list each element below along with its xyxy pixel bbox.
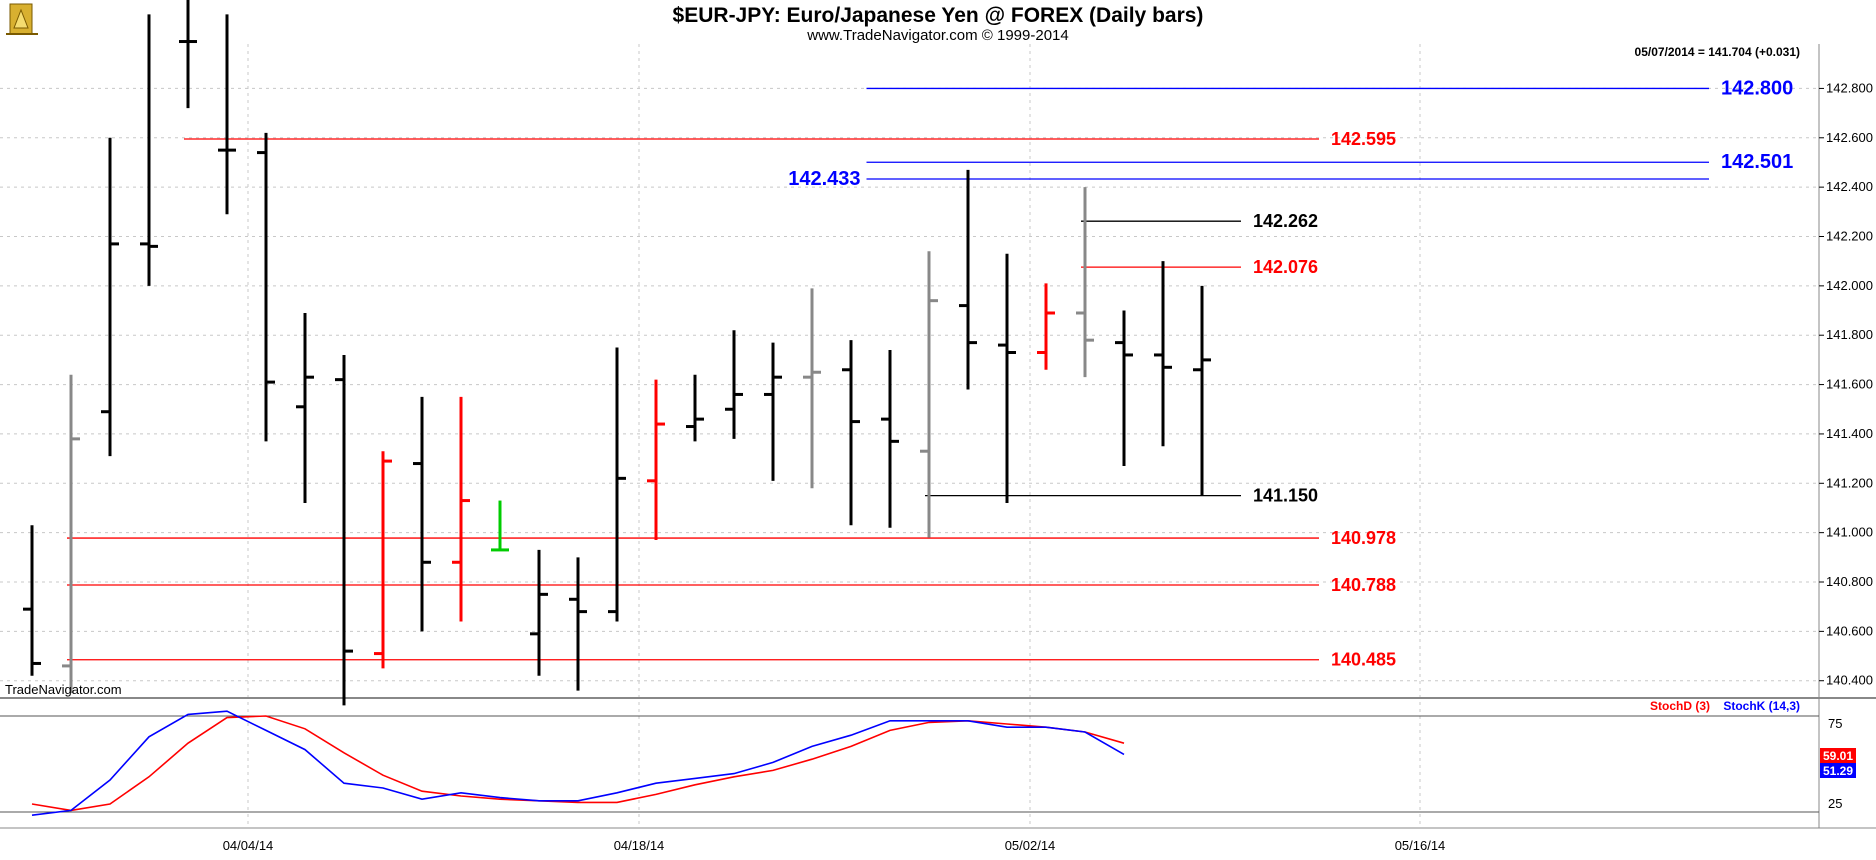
oscillator-panel-bg (0, 700, 1819, 828)
chart-subtitle: www.TradeNavigator.com © 1999-2014 (806, 27, 1068, 44)
ohlc-bar (1076, 187, 1094, 378)
y-tick-label: 142.000 (1826, 278, 1873, 293)
level-label: 142.800 (1721, 77, 1793, 99)
level-label: 141.150 (1253, 486, 1318, 506)
x-tick-label: 05/16/14 (1395, 838, 1446, 853)
ohlc-bar (101, 137, 119, 457)
y-tick-label: 140.400 (1826, 673, 1873, 688)
ohlc-bar (179, 0, 197, 109)
ohlc-bar (335, 354, 353, 706)
level-label: 140.978 (1331, 528, 1396, 548)
stoch-series-line (31, 715, 1125, 812)
logo-icon (6, 3, 38, 35)
stoch-k-last-value: 51.29 (1823, 764, 1853, 778)
ohlc-bars (23, 0, 1211, 706)
ohlc-bar (959, 169, 977, 390)
ohlc-bar (257, 132, 275, 442)
ohlc-bar (881, 350, 899, 528)
level-label: 142.501 (1721, 151, 1793, 173)
stoch-k-value-box (1820, 763, 1856, 778)
x-axis-ticks: 04/04/14 04/18/14 05/02/14 05/16/14 (223, 838, 1446, 853)
chart-title: $EUR-JPY: Euro/Japanese Yen @ FOREX (Dai… (673, 4, 1204, 27)
ohlc-bar (1193, 285, 1211, 496)
ohlc-bar (140, 14, 158, 286)
y-tick-label: 142.400 (1826, 179, 1873, 194)
x-tick-label: 05/02/14 (1005, 838, 1056, 853)
y-tick-label: 141.600 (1826, 377, 1873, 392)
ohlc-bar (374, 451, 392, 669)
ohlc-bar (842, 340, 860, 526)
y-tick-label: 141.000 (1826, 525, 1873, 540)
ohlc-bar (23, 525, 41, 676)
ohlc-bar (803, 288, 821, 489)
ohlc-bar (1154, 261, 1172, 447)
ohlc-bar (725, 330, 743, 439)
y-axis-ticks: 142.800 142.600 142.400 142.200 142.000 141.8… (1819, 80, 1873, 688)
ohlc-bar (62, 374, 80, 694)
ohlc-bar (920, 251, 938, 538)
ohlc-bar (569, 557, 587, 691)
ohlc-bar (1037, 283, 1055, 370)
ohlc-bar (491, 500, 509, 552)
y-tick-label: 140.600 (1826, 623, 1873, 638)
level-label: 142.595 (1331, 129, 1396, 149)
stoch-d-value-box (1820, 748, 1856, 763)
level-label: 142.262 (1253, 211, 1318, 231)
y-tick-label: 141.200 (1826, 475, 1873, 490)
last-quote-label: 05/07/2014 = 141.704 (+0.031) (1635, 45, 1800, 59)
y-tick-label: 142.600 (1826, 130, 1873, 145)
stoch-d-last-value: 59.01 (1823, 749, 1853, 763)
x-tick-label: 04/04/14 (223, 838, 274, 853)
ohlc-bar (1115, 310, 1133, 467)
level-label: 142.076 (1253, 257, 1318, 277)
stochastic-lines: 75 25 (0, 710, 1842, 816)
y-tick-label: 141.400 (1826, 426, 1873, 441)
ohlc-bar (452, 396, 470, 622)
ohlc-bar (686, 374, 704, 442)
stoch-series-line (31, 710, 1125, 816)
x-tick-label: 04/18/14 (614, 838, 665, 853)
y-tick-label: 140.800 (1826, 574, 1873, 589)
ohlc-bar (998, 253, 1016, 504)
ohlc-bar (608, 347, 626, 622)
level-label: 142.433 (788, 168, 860, 190)
ohlc-bar (413, 396, 431, 632)
ohlc-bar (530, 549, 548, 676)
level-label: 140.788 (1331, 575, 1396, 595)
ohlc-bar (764, 342, 782, 481)
legend-stoch-d: StochD (3) (1650, 699, 1710, 713)
ohlc-bar (296, 313, 314, 504)
y-tick-label: 142.200 (1826, 228, 1873, 243)
stoch-y-tick-label: 25 (1828, 796, 1842, 811)
price-panel-bg (0, 44, 1819, 699)
level-label: 140.485 (1331, 650, 1396, 670)
ohlc-bar (647, 379, 665, 541)
y-tick-label: 141.800 (1826, 327, 1873, 342)
watermark-text: TradeNavigator.com (5, 682, 122, 697)
level-lines: 142.800 142.595 142.501 142.433 142.262 142.0… (67, 77, 1793, 670)
legend-stoch-k: StochK (14,3) (1723, 699, 1800, 713)
y-tick-label: 142.800 (1826, 80, 1873, 95)
ohlc-bar (218, 14, 236, 215)
stoch-y-tick-label: 75 (1828, 716, 1842, 731)
